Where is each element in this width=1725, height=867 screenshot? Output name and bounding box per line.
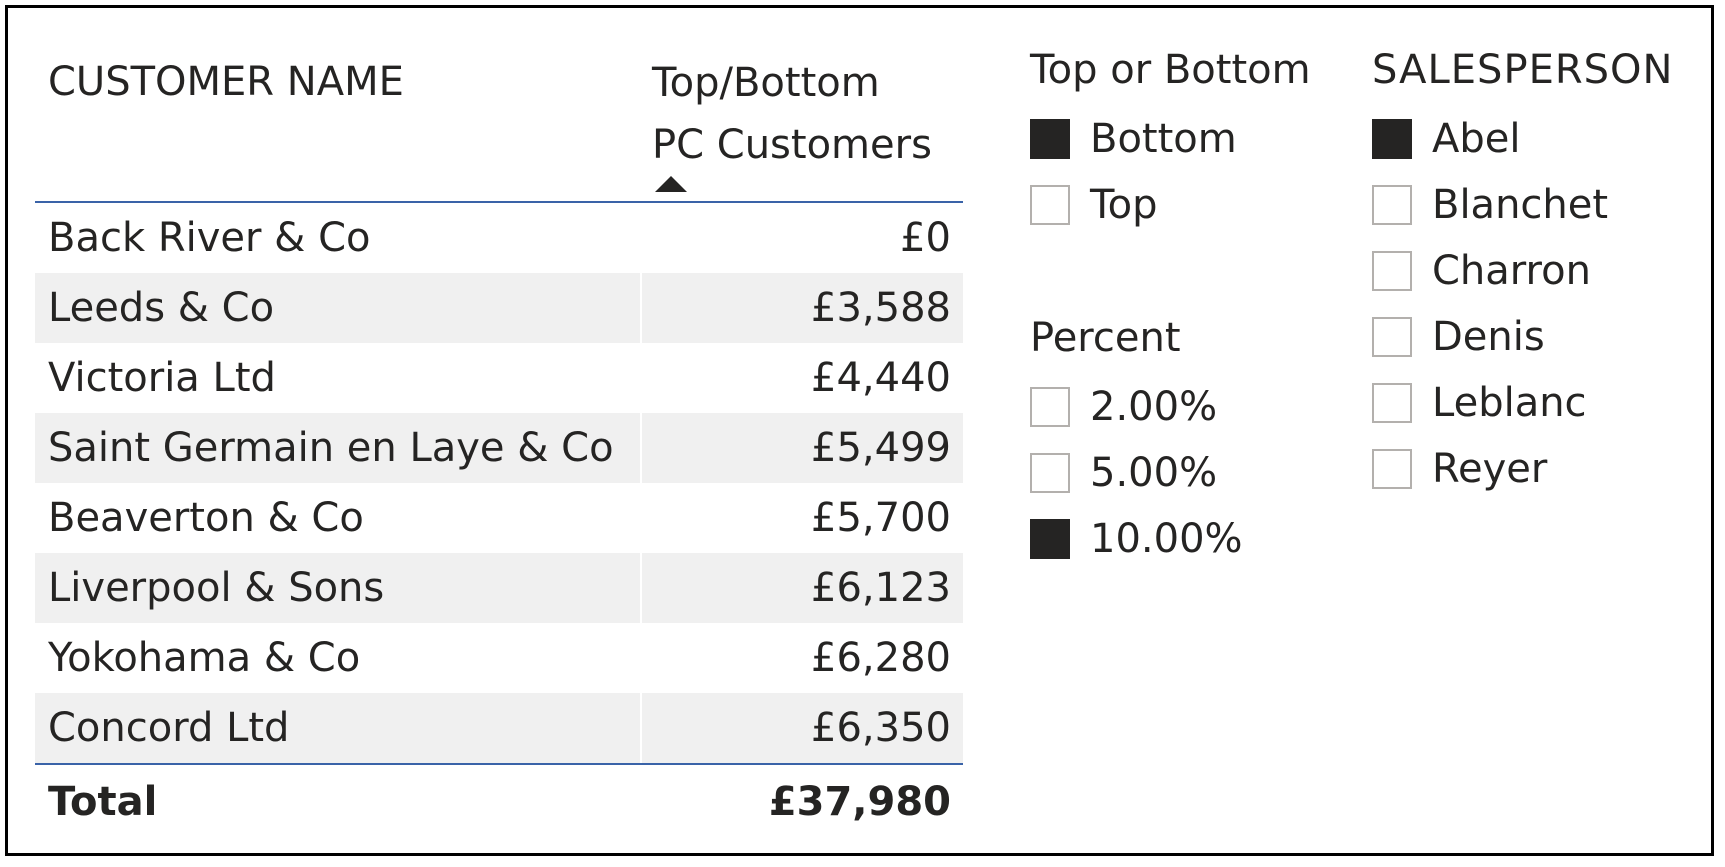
customer-value-cell: £6,280 [640,623,963,693]
sort-ascending-icon[interactable] [655,176,687,192]
customer-value-cell: £6,350 [640,693,963,763]
slicer-item-label: Leblanc [1432,380,1587,426]
slicer-item-2-percent[interactable]: 2.00% [1030,374,1243,440]
slicer-title: Top or Bottom [1030,47,1311,93]
checkbox-unchecked-icon[interactable] [1372,317,1412,357]
percent-slicer: Percent 2.00% 5.00% 10.00% [1030,310,1243,572]
slicer-item-blanchet[interactable]: Blanchet [1372,172,1673,238]
customer-value-cell: £6,123 [640,553,963,623]
slicer-item-label: Denis [1432,314,1545,360]
slicer-item-charron[interactable]: Charron [1372,238,1673,304]
slicer-item-abel[interactable]: Abel [1372,106,1673,172]
column-header-line-2: PC Customers [652,122,932,168]
total-value: £37,980 [768,779,951,825]
customer-name-cell: Leeds & Co [48,285,275,331]
table-row[interactable]: Back River & Co £0 [35,203,963,273]
customer-name-cell: Yokohama & Co [48,635,361,681]
top-or-bottom-slicer: Top or Bottom Bottom Top [1030,42,1311,238]
checkbox-checked-icon[interactable] [1372,119,1412,159]
total-label: Total [48,779,158,825]
customer-value-cell: £5,499 [640,413,963,483]
table-total-row: Total £37,980 [35,763,963,839]
column-header-line-1: Top/Bottom [652,60,880,106]
checkbox-unchecked-icon[interactable] [1372,449,1412,489]
customer-name-cell: Liverpool & Sons [48,565,385,611]
report-canvas: CUSTOMER NAME Top/Bottom PC Customers Ba… [5,5,1714,856]
slicer-title: SALESPERSON [1372,47,1674,93]
slicer-item-top[interactable]: Top [1030,172,1311,238]
table-row[interactable]: Liverpool & Sons £6,123 [35,553,963,623]
checkbox-unchecked-icon[interactable] [1372,383,1412,423]
checkbox-unchecked-icon[interactable] [1030,453,1070,493]
customer-name-cell: Victoria Ltd [48,355,276,401]
customer-name-cell: Back River & Co [48,215,371,261]
slicer-item-label: Abel [1432,116,1521,162]
slicer-item-5-percent[interactable]: 5.00% [1030,440,1243,506]
customer-name-cell: Concord Ltd [48,705,290,751]
slicer-item-label: Bottom [1090,116,1237,162]
checkbox-checked-icon[interactable] [1030,519,1070,559]
table-row[interactable]: Beaverton & Co £5,700 [35,483,963,553]
table-row[interactable]: Victoria Ltd £4,440 [35,343,963,413]
slicer-item-bottom[interactable]: Bottom [1030,106,1311,172]
customer-value-cell: £5,700 [640,483,963,553]
slicer-item-leblanc[interactable]: Leblanc [1372,370,1673,436]
slicer-item-label: Blanchet [1432,182,1609,228]
customer-value-cell: £0 [640,203,963,273]
table-row[interactable]: Leeds & Co £3,588 [35,273,963,343]
table-row[interactable]: Concord Ltd £6,350 [35,693,963,763]
slicer-item-label: Reyer [1432,446,1548,492]
salesperson-slicer: SALESPERSON Abel Blanchet Charron Denis … [1372,42,1673,502]
slicer-item-label: 2.00% [1090,384,1218,430]
checkbox-unchecked-icon[interactable] [1030,185,1070,225]
table-row[interactable]: Yokohama & Co £6,280 [35,623,963,693]
customer-value-cell: £4,440 [640,343,963,413]
checkbox-unchecked-icon[interactable] [1030,387,1070,427]
customer-name-cell: Beaverton & Co [48,495,364,541]
column-header-customer-name[interactable]: CUSTOMER NAME [48,59,404,105]
slicer-item-reyer[interactable]: Reyer [1372,436,1673,502]
table-row[interactable]: Saint Germain en Laye & Co £5,499 [35,413,963,483]
slicer-title: Percent [1030,315,1181,361]
checkbox-checked-icon[interactable] [1030,119,1070,159]
slicer-item-label: 5.00% [1090,450,1218,496]
slicer-item-label: 10.00% [1090,516,1243,562]
slicer-item-10-percent[interactable]: 10.00% [1030,506,1243,572]
slicer-item-label: Charron [1432,248,1591,294]
slicer-item-label: Top [1090,182,1158,228]
customer-table: CUSTOMER NAME Top/Bottom PC Customers Ba… [35,48,963,839]
table-header: CUSTOMER NAME Top/Bottom PC Customers [35,48,963,203]
column-header-top-bottom-pc-customers[interactable]: Top/Bottom PC Customers [652,52,952,176]
checkbox-unchecked-icon[interactable] [1372,251,1412,291]
slicer-item-denis[interactable]: Denis [1372,304,1673,370]
customer-value-cell: £3,588 [640,273,963,343]
customer-name-cell: Saint Germain en Laye & Co [48,425,614,471]
table-body: Back River & Co £0 Leeds & Co £3,588 Vic… [35,203,963,763]
checkbox-unchecked-icon[interactable] [1372,185,1412,225]
